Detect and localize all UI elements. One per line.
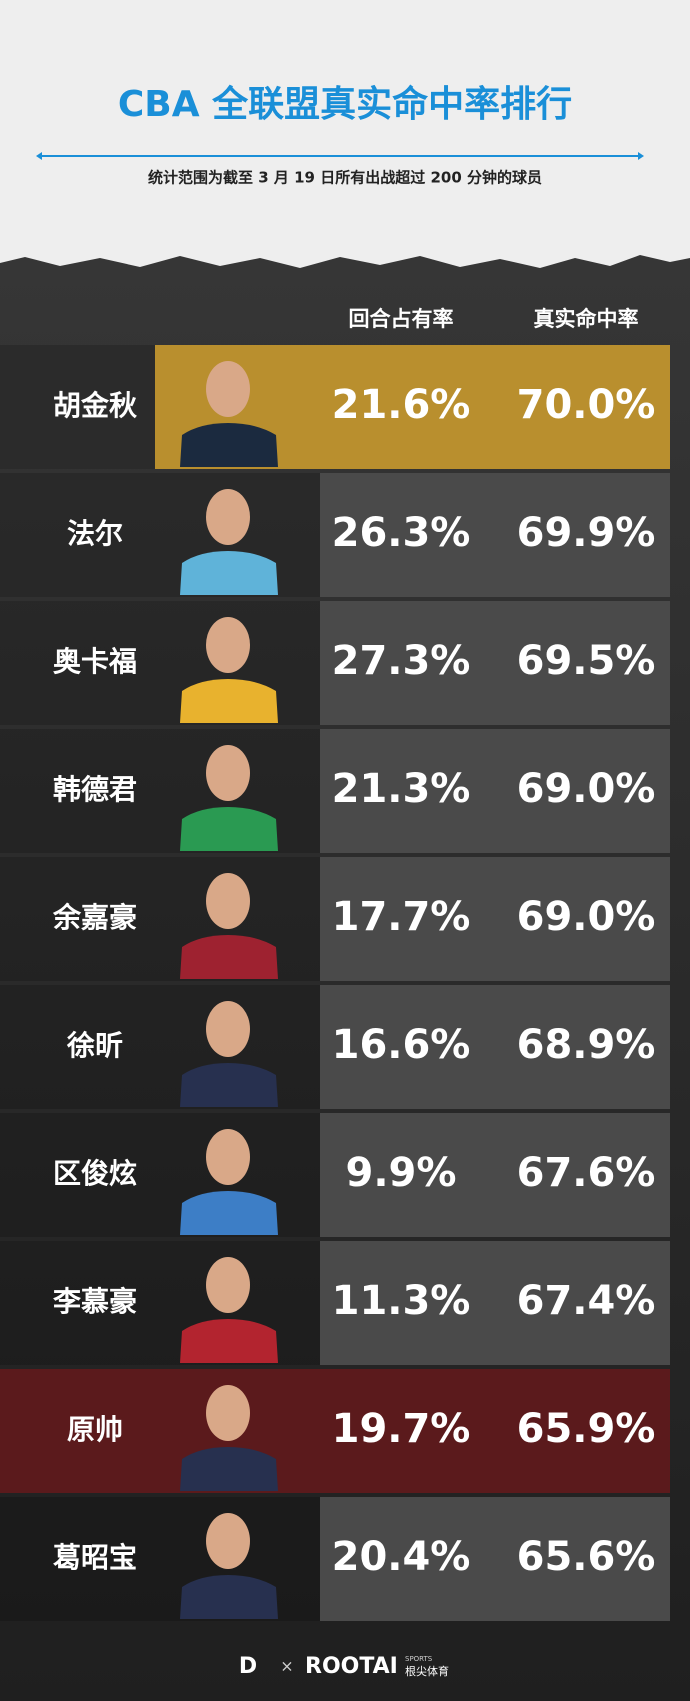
separator: ×: [280, 1657, 293, 1676]
player-name: 法尔: [67, 517, 123, 550]
player-name: 葛昭宝: [53, 1541, 137, 1574]
value-band: [320, 1113, 670, 1237]
divider-tip: [36, 152, 42, 160]
true-shooting: 69.0%: [517, 766, 656, 812]
usage-rate: 26.3%: [332, 510, 471, 556]
player-head: [206, 1257, 250, 1313]
name-band: [0, 345, 155, 469]
player-jersey: [180, 551, 278, 595]
true-shooting: 69.9%: [517, 510, 656, 556]
player-head: [206, 1513, 250, 1569]
true-shooting: 65.9%: [517, 1406, 656, 1452]
player-name: 区俊炫: [53, 1157, 137, 1190]
usage-rate: 11.3%: [332, 1278, 471, 1324]
player-jersey: [180, 807, 278, 851]
player-name: 李慕豪: [53, 1285, 137, 1318]
usage-rate: 19.7%: [332, 1406, 471, 1452]
player-jersey: [180, 1063, 278, 1107]
player-head: [206, 873, 250, 929]
player-head: [206, 1001, 250, 1057]
subtitle: 统计范围为截至 3 月 19 日所有出战超过 200 分钟的球员: [148, 169, 542, 187]
column-header: 真实命中率: [534, 307, 639, 331]
value-band: [320, 601, 670, 725]
value-band: [320, 1241, 670, 1365]
player-jersey: [180, 1191, 278, 1235]
player-jersey: [180, 1319, 278, 1363]
player-jersey: [180, 423, 278, 467]
brand-sub: SPORTS: [405, 1655, 433, 1663]
header-panel: [0, 0, 690, 268]
usage-rate: 27.3%: [332, 638, 471, 684]
row-band: [0, 1369, 670, 1493]
divider-tip: [638, 152, 644, 160]
value-band: [320, 985, 670, 1109]
true-shooting: 68.9%: [517, 1022, 656, 1068]
column-header: 回合占有率: [349, 307, 454, 331]
player-name: 余嘉豪: [52, 901, 137, 934]
player-head: [206, 745, 250, 801]
true-shooting: 67.6%: [517, 1150, 656, 1196]
true-shooting: 69.5%: [517, 638, 656, 684]
brand-cn: 根尖体育: [405, 1664, 449, 1678]
usage-rate: 9.9%: [346, 1150, 457, 1196]
logo-mark: D: [239, 1654, 257, 1679]
player-jersey: [180, 1447, 278, 1491]
usage-rate: 21.6%: [332, 382, 471, 428]
value-band: [320, 729, 670, 853]
player-jersey: [180, 679, 278, 723]
usage-rate: 21.3%: [332, 766, 471, 812]
usage-rate: 17.7%: [332, 894, 471, 940]
true-shooting: 65.6%: [517, 1534, 656, 1580]
true-shooting: 70.0%: [517, 382, 656, 428]
usage-rate: 16.6%: [332, 1022, 471, 1068]
player-head: [206, 617, 250, 673]
value-band: [320, 473, 670, 597]
player-name: 韩德君: [53, 773, 137, 806]
value-band: [320, 1497, 670, 1621]
footer: D × ROOTAI SPORTS 根尖体育: [239, 1654, 449, 1679]
title: CBA 全联盟真实命中率排行: [118, 83, 572, 125]
value-band: [320, 857, 670, 981]
true-shooting: 67.4%: [517, 1278, 656, 1324]
player-jersey: [180, 1575, 278, 1619]
player-name: 奥卡福: [53, 645, 137, 678]
player-head: [206, 1129, 250, 1185]
player-head: [206, 361, 250, 417]
player-name: 胡金秋: [53, 389, 138, 422]
player-head: [206, 1385, 250, 1441]
brand: ROOTAI: [305, 1654, 398, 1679]
usage-rate: 20.4%: [332, 1534, 471, 1580]
true-shooting: 69.0%: [517, 894, 656, 940]
player-name: 原帅: [67, 1413, 123, 1446]
player-name: 徐昕: [66, 1029, 123, 1062]
player-jersey: [180, 935, 278, 979]
player-head: [206, 489, 250, 545]
